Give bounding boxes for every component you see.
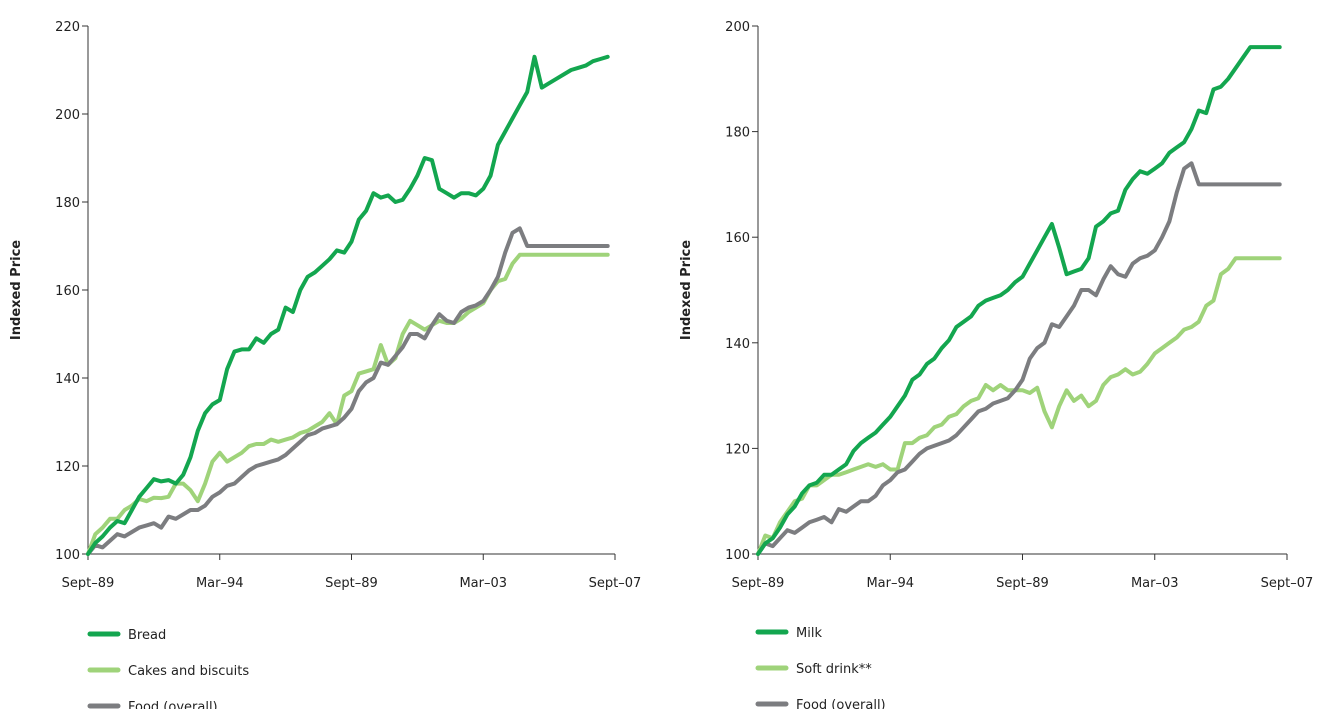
y-tick-label: 100 bbox=[55, 548, 80, 563]
chart-panel-1: 100 120 140 160 180 200 220 Sept–89 Mar–94 Sept–8… bbox=[9, 20, 641, 709]
series-line-bread bbox=[86, 54, 610, 556]
series-line-food-overall bbox=[86, 226, 610, 556]
y-tick-label: 200 bbox=[725, 20, 750, 35]
x-tick-label: Mar–94 bbox=[866, 576, 914, 591]
y-tick-label: 100 bbox=[725, 548, 750, 563]
legend-label: Cakes and biscuits bbox=[128, 664, 249, 679]
x-tick-label: Sept–89 bbox=[996, 576, 1049, 591]
legend-label: Bread bbox=[128, 628, 166, 643]
x-tick-label: Sept–07 bbox=[1261, 576, 1314, 591]
y-tick-label: 200 bbox=[55, 108, 80, 123]
y-tick-label: 220 bbox=[55, 20, 80, 35]
y-tick-label: 120 bbox=[55, 460, 80, 475]
x-tick-label: Sept–89 bbox=[732, 576, 785, 591]
series-line-food-overall bbox=[756, 161, 1282, 556]
x-tick-label: Sept–07 bbox=[589, 576, 642, 591]
y-axis-title: Indexed Price bbox=[679, 240, 694, 340]
series-line-soft-drink bbox=[756, 256, 1282, 556]
legend-label: Food (overall) bbox=[128, 700, 218, 709]
series-line-milk bbox=[756, 45, 1282, 556]
x-tick-label: Mar–03 bbox=[1131, 576, 1179, 591]
legend-label: Milk bbox=[796, 626, 822, 641]
y-tick-label: 180 bbox=[55, 196, 80, 211]
y-tick-label: 160 bbox=[725, 231, 750, 246]
series-line-cakes-and-biscuits bbox=[86, 252, 610, 556]
legend-label: Food (overall) bbox=[796, 698, 886, 709]
y-tick-label: 120 bbox=[725, 442, 750, 457]
y-tick-label: 180 bbox=[725, 126, 750, 141]
x-tick-label: Sept–89 bbox=[325, 576, 378, 591]
x-tick-label: Sept–89 bbox=[62, 576, 115, 591]
y-tick-label: 140 bbox=[55, 372, 80, 387]
y-tick-label: 160 bbox=[55, 284, 80, 299]
x-tick-label: Mar–94 bbox=[196, 576, 244, 591]
y-tick-label: 140 bbox=[725, 337, 750, 352]
chart-panel-2: 100 120 140 160 180 200 Sept–89 Mar–94 Sept–89 Ma… bbox=[679, 20, 1313, 709]
x-tick-label: Mar–03 bbox=[459, 576, 507, 591]
legend-label: Soft drink** bbox=[796, 662, 872, 677]
y-axis-title: Indexed Price bbox=[9, 240, 24, 340]
